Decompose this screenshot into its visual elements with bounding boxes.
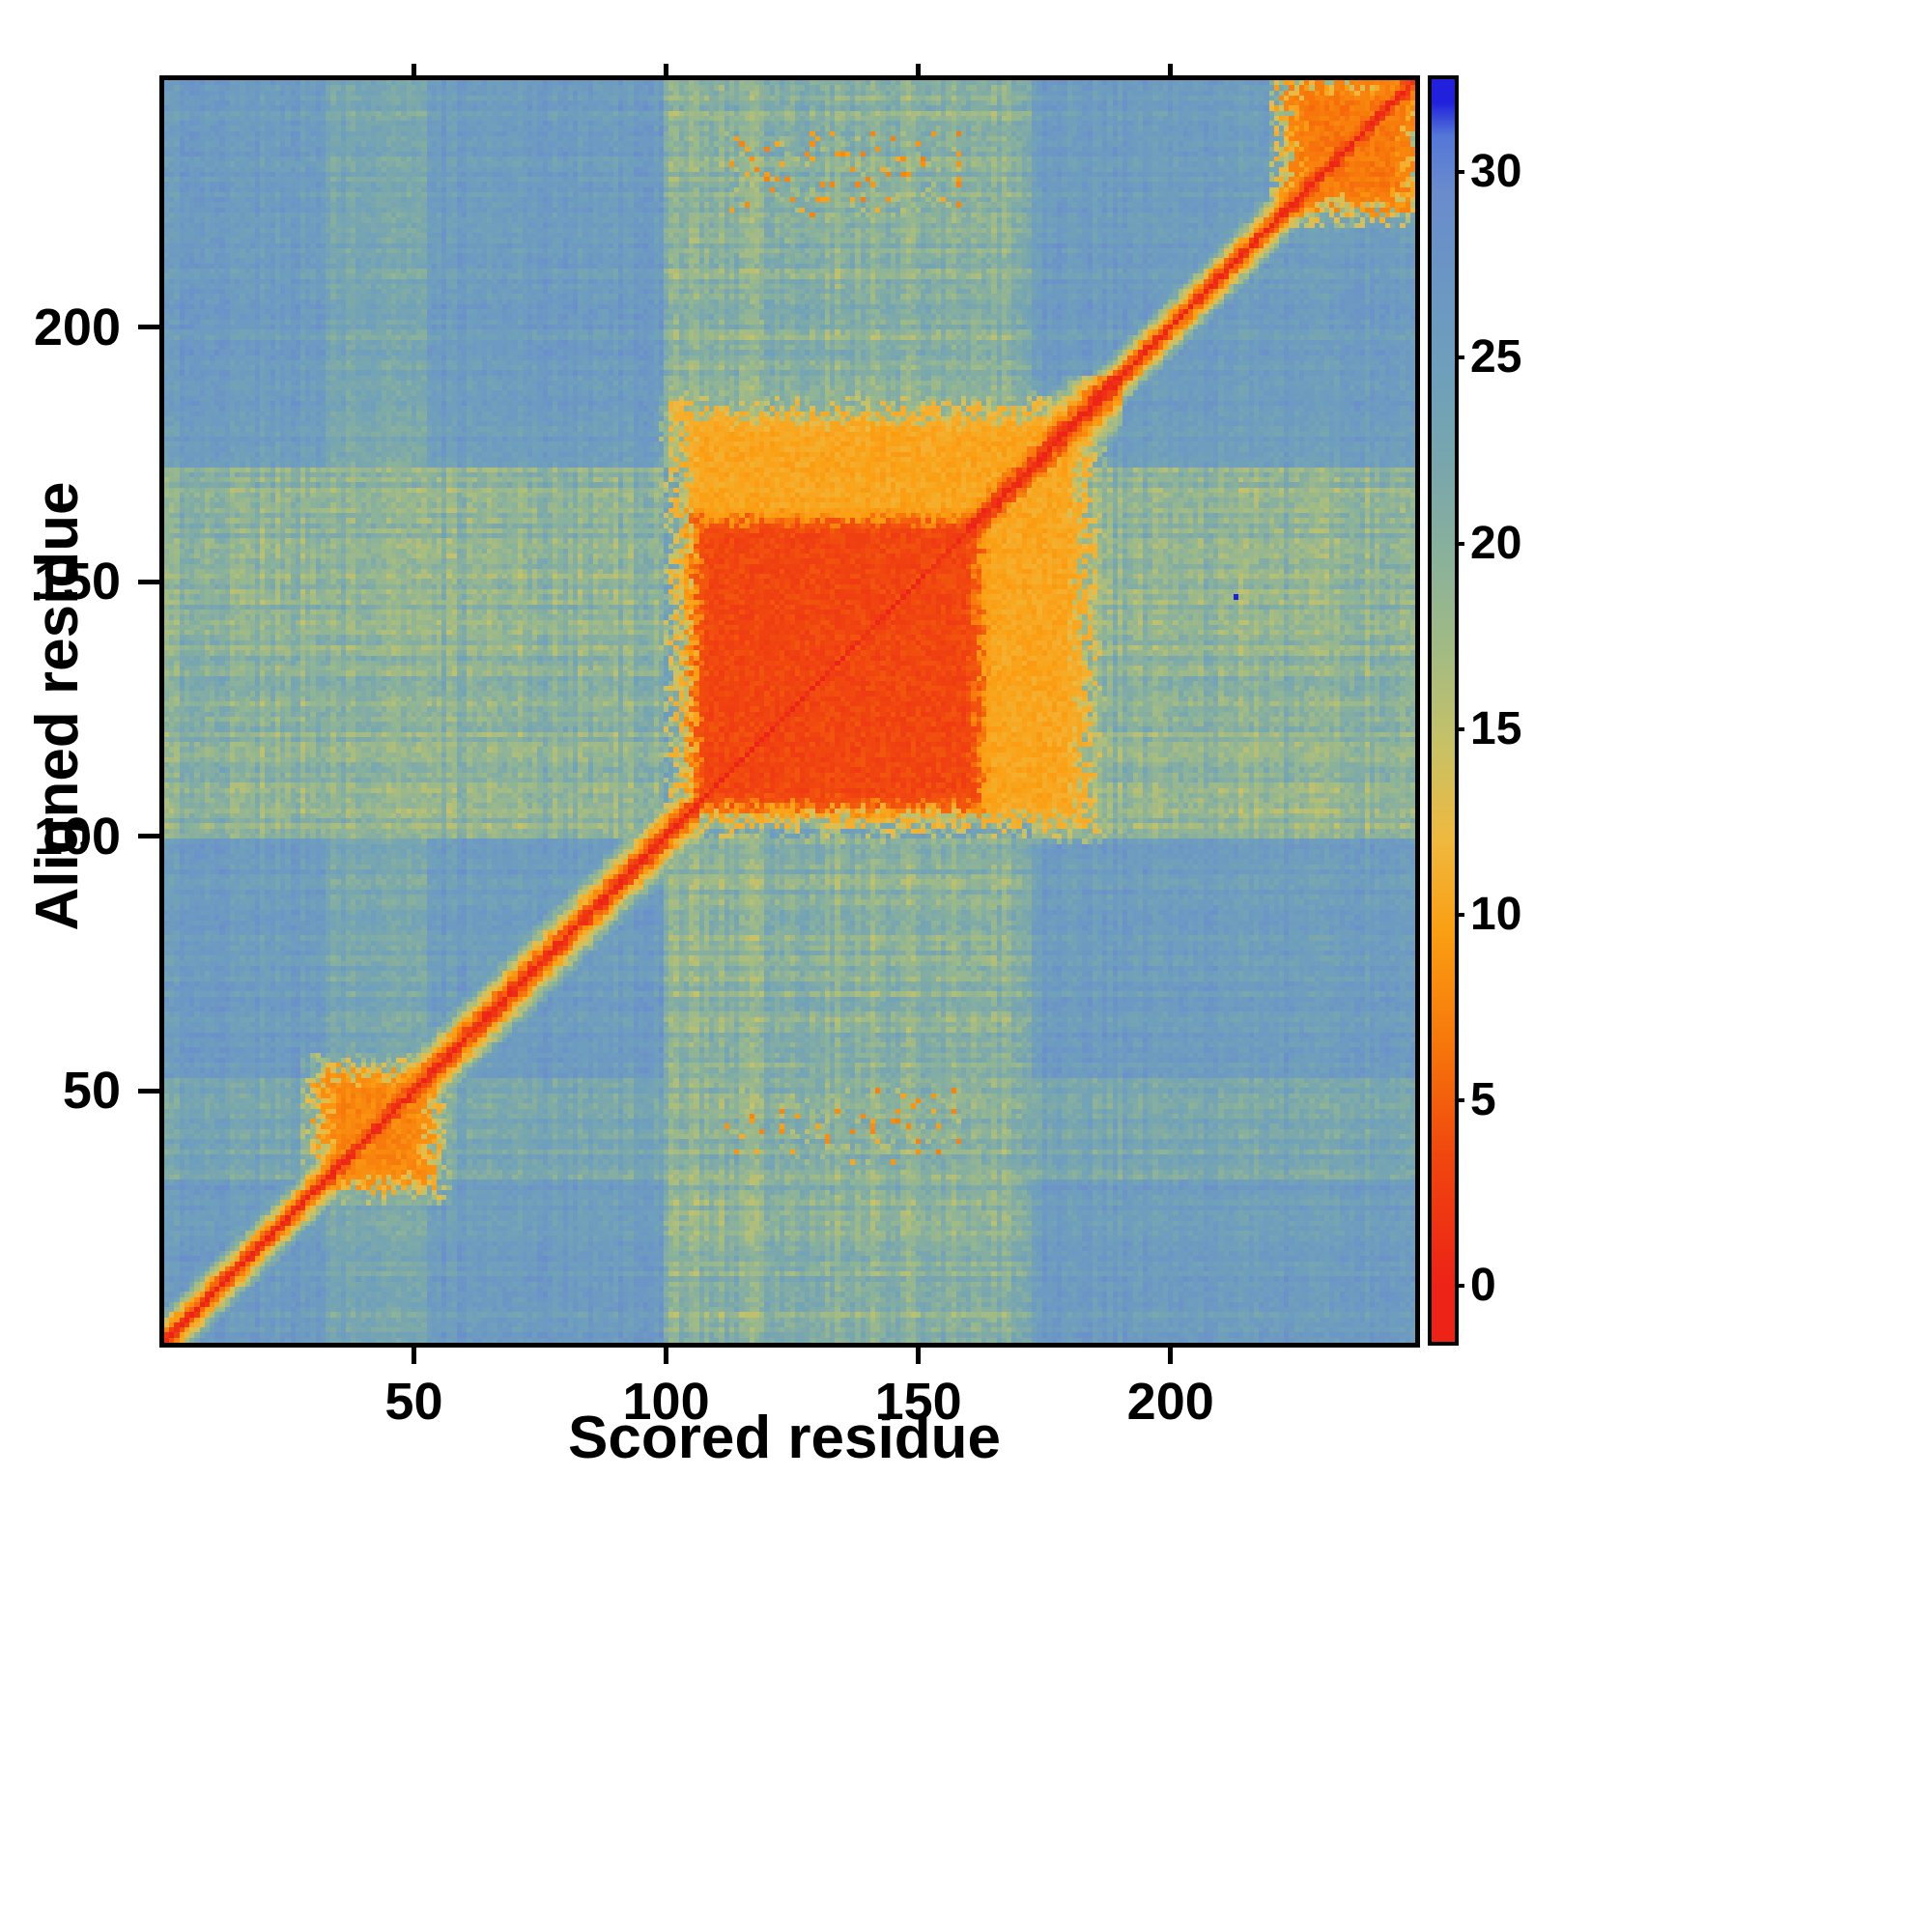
y-tick-label: 100 <box>33 807 121 866</box>
colorbar-tick-mark <box>1455 1284 1464 1289</box>
x-tick-label: 200 <box>1126 1373 1214 1431</box>
y-tick-mark <box>138 1088 159 1094</box>
colorbar-tick-mark <box>1455 541 1464 546</box>
x-tick-mark-top <box>916 64 922 75</box>
x-axis-label: Scored residue <box>568 1405 1001 1471</box>
pae-heatmap-canvas <box>164 80 1415 1343</box>
x-tick-mark <box>1168 1343 1174 1364</box>
colorbar-tick-mark <box>1455 170 1464 175</box>
colorbar-tick-label: 30 <box>1470 146 1522 198</box>
colorbar-tick-label: 10 <box>1470 888 1522 940</box>
x-tick-mark <box>664 1343 669 1364</box>
colorbar-tick-mark <box>1455 1098 1464 1103</box>
y-tick-mark <box>138 579 159 584</box>
y-tick-mark <box>138 834 159 839</box>
x-tick-mark <box>916 1343 922 1364</box>
y-axis-label: Aligned residue <box>24 481 91 931</box>
x-tick-label: 100 <box>622 1373 710 1431</box>
colorbar-tick-mark <box>1455 912 1464 917</box>
colorbar-tick-mark <box>1455 726 1464 731</box>
colorbar-tick-label: 20 <box>1470 517 1522 569</box>
colorbar-tick-label: 0 <box>1470 1260 1496 1312</box>
x-tick-label: 50 <box>384 1373 443 1431</box>
x-tick-mark-top <box>664 64 669 75</box>
y-tick-label: 50 <box>62 1062 121 1121</box>
x-tick-mark-top <box>411 64 416 75</box>
colorbar-tick-mark <box>1455 355 1464 360</box>
colorbar-frame <box>1428 75 1459 1346</box>
colorbar-tick-label: 15 <box>1470 702 1522 754</box>
y-tick-label: 150 <box>33 553 121 611</box>
colorbar-gradient-canvas <box>1432 79 1455 1342</box>
y-tick-mark <box>138 325 159 330</box>
colorbar-tick-label: 25 <box>1470 331 1522 384</box>
x-tick-mark-top <box>1168 64 1174 75</box>
x-tick-label: 150 <box>874 1373 962 1431</box>
x-tick-mark <box>411 1343 416 1364</box>
colorbar-tick-label: 5 <box>1470 1074 1496 1126</box>
y-tick-label: 200 <box>33 298 121 356</box>
heatmap-plot-frame <box>159 75 1420 1348</box>
